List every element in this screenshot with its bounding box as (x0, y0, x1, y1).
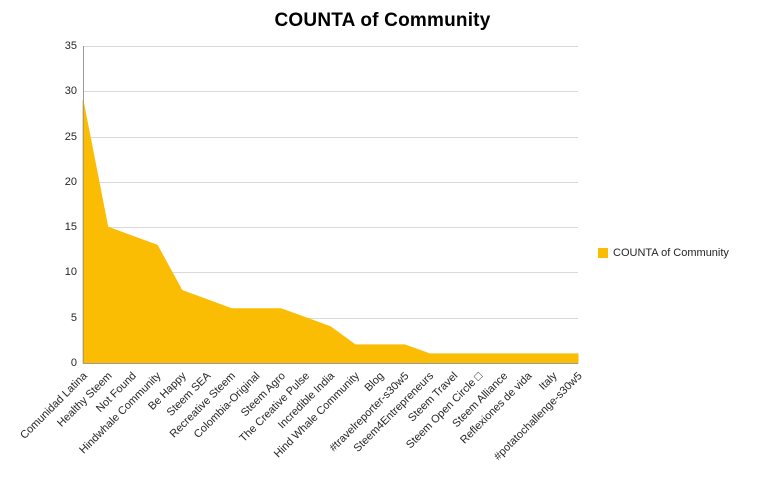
y-tick-label: 0 (70, 357, 77, 369)
area-series (82, 100, 579, 364)
legend-swatch (598, 248, 608, 258)
y-tick-label: 20 (64, 175, 77, 188)
legend: COUNTA of Community (598, 247, 729, 259)
y-tick-label: 5 (70, 311, 77, 324)
y-tick-label: 30 (64, 85, 77, 98)
y-tick-label: 15 (64, 221, 77, 234)
y-tick-label: 10 (64, 266, 77, 279)
chart-title: COUNTA of Community (274, 10, 491, 31)
y-tick-label: 25 (64, 130, 77, 143)
y-tick-label: 35 (64, 40, 77, 52)
legend-label: COUNTA of Community (613, 247, 729, 259)
